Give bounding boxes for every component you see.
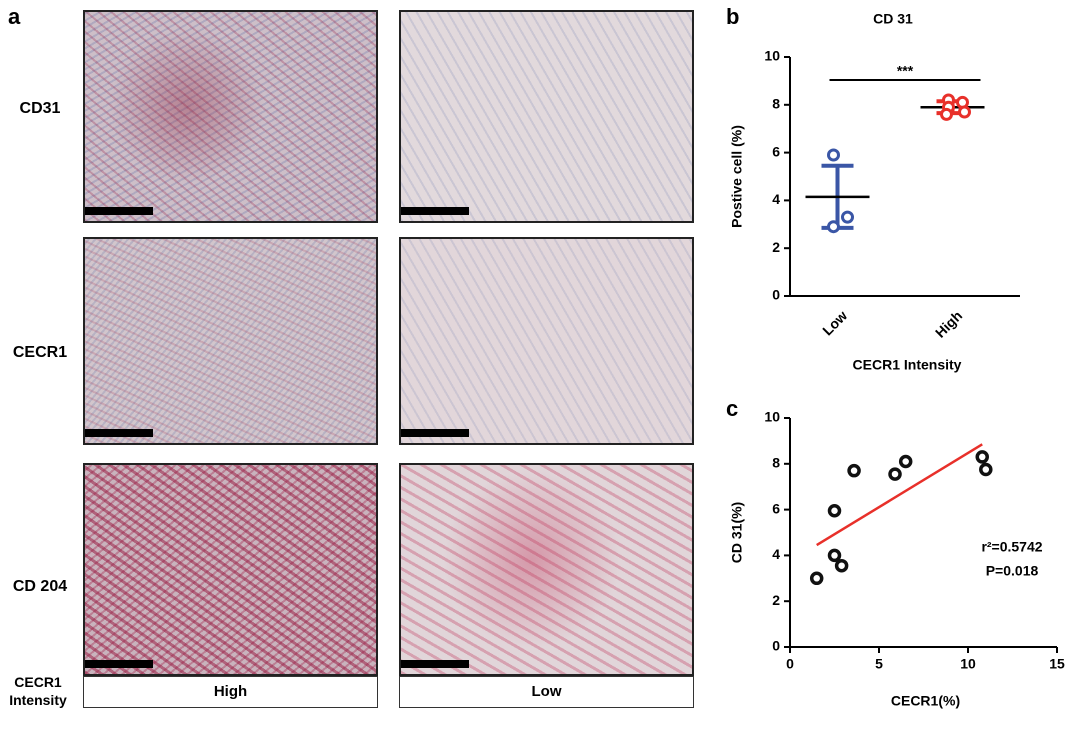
y-tick-label: 2	[772, 592, 780, 608]
data-point	[841, 210, 854, 224]
data-point	[827, 148, 840, 162]
data-point	[827, 548, 842, 563]
y-tick-label: 8	[772, 455, 780, 471]
micrograph	[83, 237, 378, 445]
fit-line	[816, 443, 983, 547]
scale-bar	[401, 429, 469, 437]
micrograph	[83, 10, 378, 223]
scale-bar	[85, 429, 153, 437]
data-point	[809, 571, 824, 586]
x-axis-label: CECR1 Intensity	[853, 357, 962, 373]
y-tick-label: 0	[772, 287, 780, 303]
annotation: r²=0.5742	[981, 539, 1042, 555]
intensity-label: CECR1 Intensity	[9, 674, 67, 708]
chart-title: CD 31	[873, 11, 913, 27]
data-point	[940, 107, 953, 121]
x-tick-label: 5	[875, 656, 883, 672]
scale-bar	[401, 207, 469, 215]
y-axis-label: Postive cell (%)	[729, 125, 745, 228]
y-tick-label: 6	[772, 143, 780, 159]
data-point	[888, 467, 902, 481]
data-point	[975, 450, 989, 464]
micrograph	[399, 10, 694, 223]
y-tick-label: 4	[772, 191, 780, 207]
annotation: P=0.018	[986, 563, 1039, 579]
data-point	[834, 558, 849, 573]
y-tick-label: 8	[772, 96, 780, 112]
x-axis-label: CECR1(%)	[891, 693, 960, 709]
scale-bar	[401, 660, 469, 668]
x-tick-label: 15	[1049, 656, 1065, 672]
y-tick-label: 10	[764, 409, 780, 425]
data-point	[979, 462, 993, 477]
x-tick-label: 0	[786, 656, 794, 672]
panel-label: c	[726, 396, 739, 421]
x-tick-label: High	[932, 307, 965, 340]
panel-label: a	[8, 4, 21, 29]
column-label: High	[83, 676, 378, 708]
y-tick-label: 2	[772, 239, 780, 255]
y-tick-label: 4	[772, 546, 780, 562]
x-tick-label: 10	[960, 656, 976, 672]
scale-bar	[85, 207, 153, 215]
x-tick-label: Low	[819, 307, 850, 338]
data-point	[827, 220, 840, 234]
significance-label: ***	[897, 63, 914, 79]
data-point	[827, 503, 842, 518]
column-label: Low	[399, 676, 694, 708]
row-label: CD 204	[12, 578, 68, 595]
panel-label: b	[726, 4, 740, 29]
y-tick-label: 10	[764, 48, 780, 64]
y-tick-label: 6	[772, 500, 780, 516]
data-point	[958, 105, 971, 119]
row-label: CD31	[19, 100, 61, 117]
micrograph	[399, 237, 694, 445]
data-point	[898, 454, 913, 469]
y-tick-label: 0	[772, 638, 780, 654]
micrograph	[83, 463, 378, 676]
data-point	[847, 463, 861, 478]
scale-bar	[85, 660, 153, 668]
y-axis-label: CD 31(%)	[729, 502, 745, 563]
micrograph	[399, 463, 694, 676]
row-label: CECR1	[12, 344, 68, 361]
